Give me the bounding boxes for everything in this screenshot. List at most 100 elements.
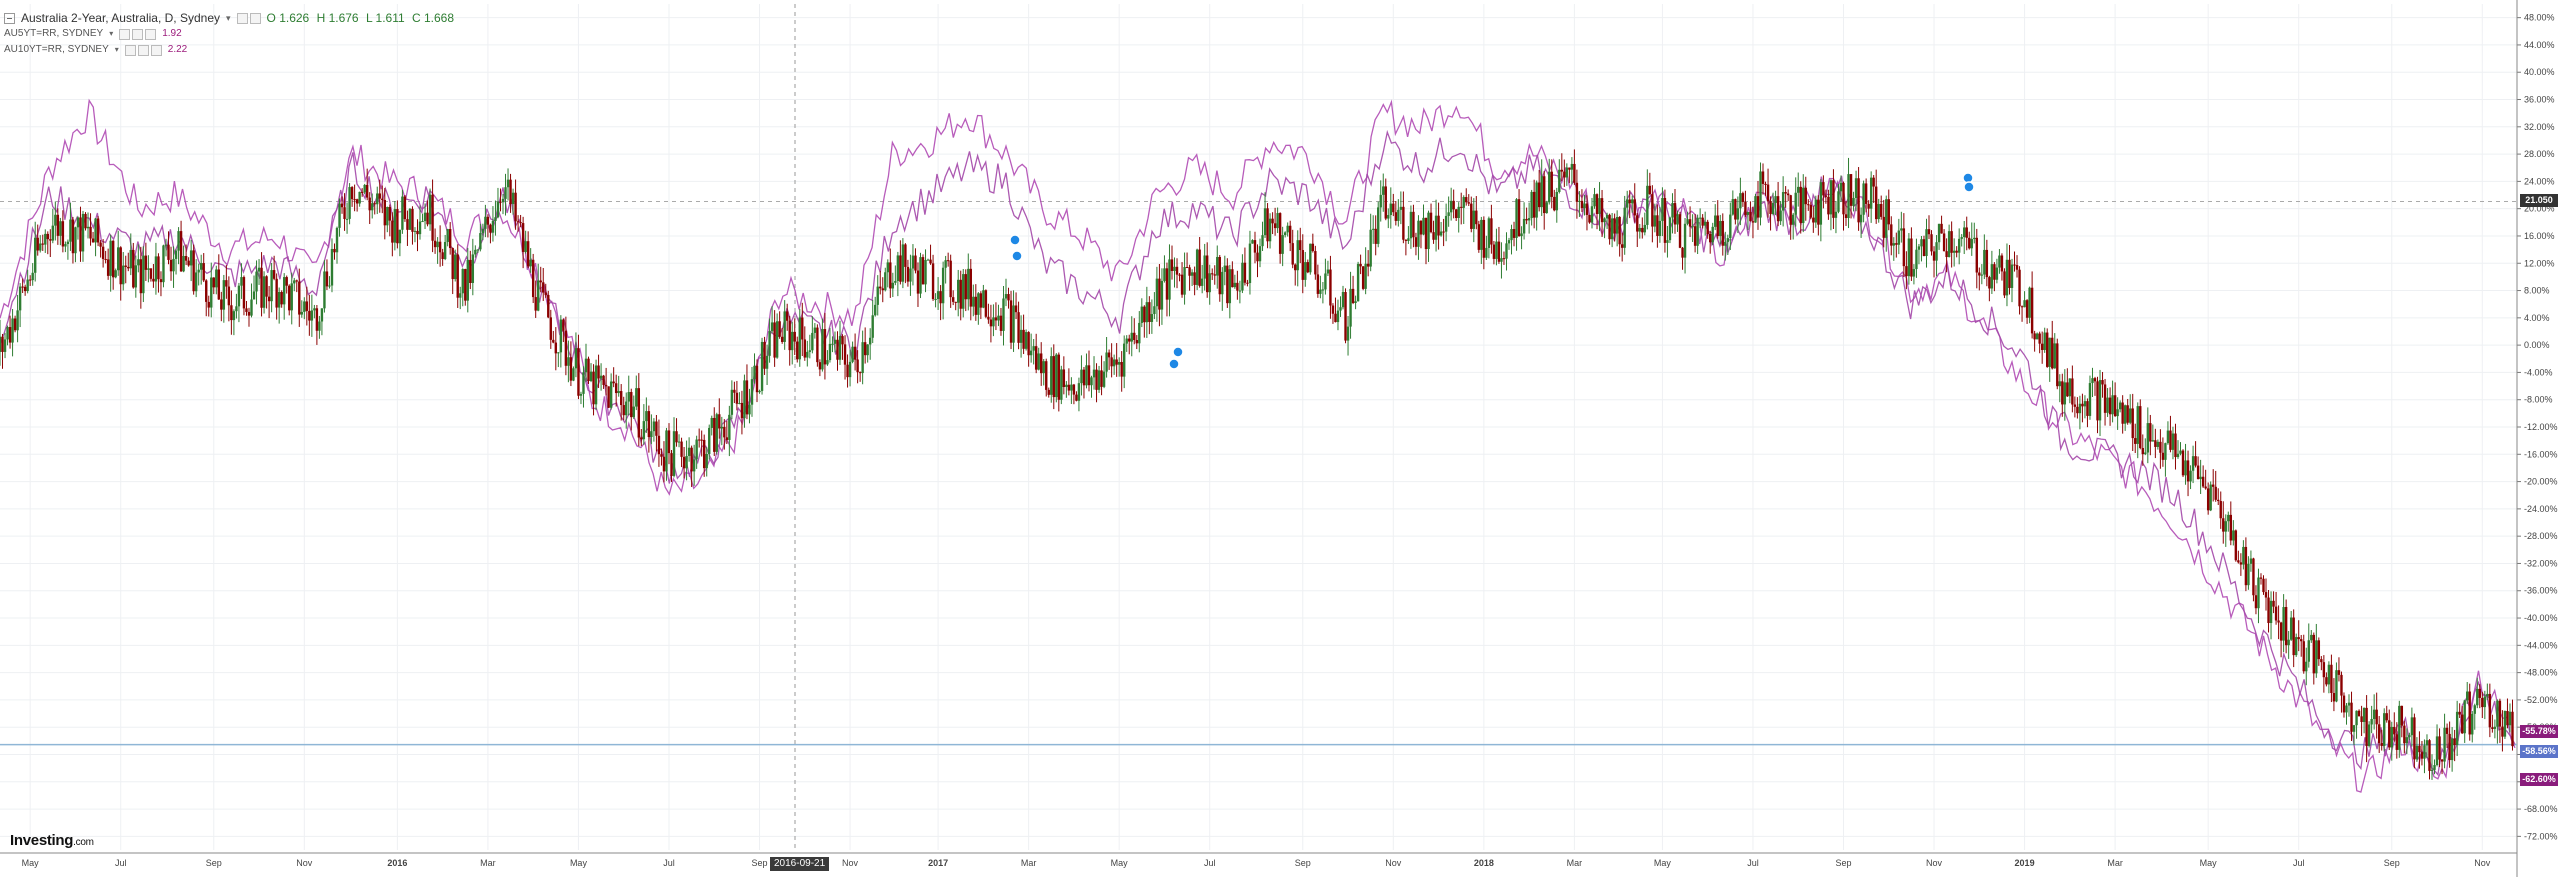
- candle-body: [843, 344, 847, 365]
- dropdown-caret-icon[interactable]: ▾: [109, 29, 114, 38]
- candle-body: [984, 290, 988, 317]
- candle-body: [1661, 198, 1664, 221]
- dropdown-caret-icon[interactable]: ▾: [226, 13, 231, 23]
- candle-body: [1668, 217, 1672, 241]
- y-tick-label: 8.00%: [2524, 286, 2550, 296]
- candle-body: [2332, 692, 2336, 702]
- candle-body: [926, 259, 930, 261]
- candle-body: [1029, 350, 1033, 356]
- x-tick-label: 2019: [2015, 858, 2035, 868]
- candle-body: [1990, 264, 1994, 289]
- hide-icon[interactable]: [137, 44, 149, 56]
- candle-body: [1965, 227, 1968, 238]
- candle-body: [1746, 212, 1750, 215]
- candle-body: [255, 271, 258, 292]
- candle-body: [461, 269, 464, 294]
- candle-body: [2048, 337, 2051, 367]
- logo-text: Investing: [10, 832, 74, 849]
- settings-icon[interactable]: [119, 28, 131, 40]
- candle-body: [670, 453, 673, 476]
- dropdown-caret-icon[interactable]: ▾: [114, 45, 119, 54]
- candle-body: [320, 308, 324, 322]
- settings-icon[interactable]: [124, 44, 136, 56]
- candle-body: [1995, 267, 1999, 280]
- candle-body: [2222, 518, 2225, 532]
- candle-body: [1555, 191, 1558, 211]
- candle-body: [1060, 369, 1063, 400]
- candle-body: [1361, 266, 1365, 289]
- candle-body: [1651, 194, 1654, 227]
- x-tick-label: 2017: [928, 858, 948, 868]
- candle-body: [542, 282, 545, 293]
- candle-body: [1100, 370, 1103, 387]
- candle-body: [770, 322, 774, 332]
- candle-body: [874, 304, 877, 316]
- candle-body: [1978, 272, 1981, 276]
- collapse-icon[interactable]: [4, 12, 15, 24]
- candle-body: [252, 291, 256, 300]
- candle-body: [1623, 207, 1626, 248]
- candle-body: [194, 272, 198, 292]
- candle-body: [2377, 724, 2381, 744]
- candle-body: [44, 233, 47, 245]
- candle-body: [1444, 215, 1448, 232]
- candle-body: [2224, 521, 2227, 532]
- candle-body: [1910, 238, 1913, 277]
- candle-body: [2388, 720, 2391, 748]
- candle-body: [1442, 231, 1445, 233]
- candle-body: [2496, 700, 2499, 727]
- candle-body: [2292, 617, 2295, 656]
- candle-body: [2111, 395, 2114, 415]
- candle-body: [1701, 217, 1704, 226]
- candle-body: [1703, 221, 1707, 226]
- candle-body: [315, 308, 319, 331]
- candle-body: [2229, 514, 2233, 541]
- close-icon[interactable]: [145, 28, 157, 40]
- settings-icon[interactable]: [236, 12, 248, 24]
- candle-body: [2096, 381, 2099, 421]
- candle-body: [2277, 620, 2280, 623]
- x-tick-label: Mar: [1021, 858, 1037, 868]
- candle-body: [1515, 199, 1518, 238]
- candle-body: [142, 255, 145, 294]
- candle-body: [934, 299, 937, 301]
- candle-body: [167, 244, 170, 260]
- candle-body: [1706, 221, 1709, 234]
- x-tick-label: Sep: [2384, 858, 2400, 868]
- candle-body: [162, 245, 165, 283]
- candle-body: [2269, 600, 2273, 624]
- candle-body: [821, 329, 824, 370]
- candle-body: [2134, 438, 2137, 444]
- candle-body: [2284, 607, 2288, 646]
- candle-body: [1382, 186, 1385, 195]
- candle-body: [1135, 339, 1138, 344]
- candle-body: [64, 244, 67, 247]
- candle-body: [1128, 338, 1131, 342]
- candle-body: [343, 207, 346, 219]
- candle-body: [1143, 306, 1146, 323]
- candle-body: [1120, 362, 1123, 377]
- chart-legend: Australia 2-Year, Australia, D, Sydney ▾…: [4, 10, 458, 58]
- candle-body: [979, 293, 983, 308]
- candle-body: [406, 219, 409, 230]
- hide-icon[interactable]: [132, 28, 144, 40]
- candle-body: [1683, 223, 1687, 258]
- candle-body: [2420, 752, 2424, 759]
- candle-body: [1812, 217, 1815, 223]
- candle-body: [2335, 670, 2338, 702]
- y-tick-label: 4.00%: [2524, 313, 2550, 323]
- candle-body: [846, 364, 849, 378]
- candle-body: [2116, 409, 2119, 417]
- candle-body: [1183, 267, 1186, 295]
- candle-body: [677, 441, 681, 443]
- hide-icon[interactable]: [249, 12, 261, 24]
- candle-body: [1714, 215, 1717, 227]
- x-tick-label: Nov: [296, 858, 313, 868]
- candle-body: [1384, 186, 1387, 219]
- candle-body: [2091, 378, 2094, 384]
- close-icon[interactable]: [150, 44, 162, 56]
- candle-body: [448, 229, 452, 249]
- candle-body: [1334, 313, 1337, 323]
